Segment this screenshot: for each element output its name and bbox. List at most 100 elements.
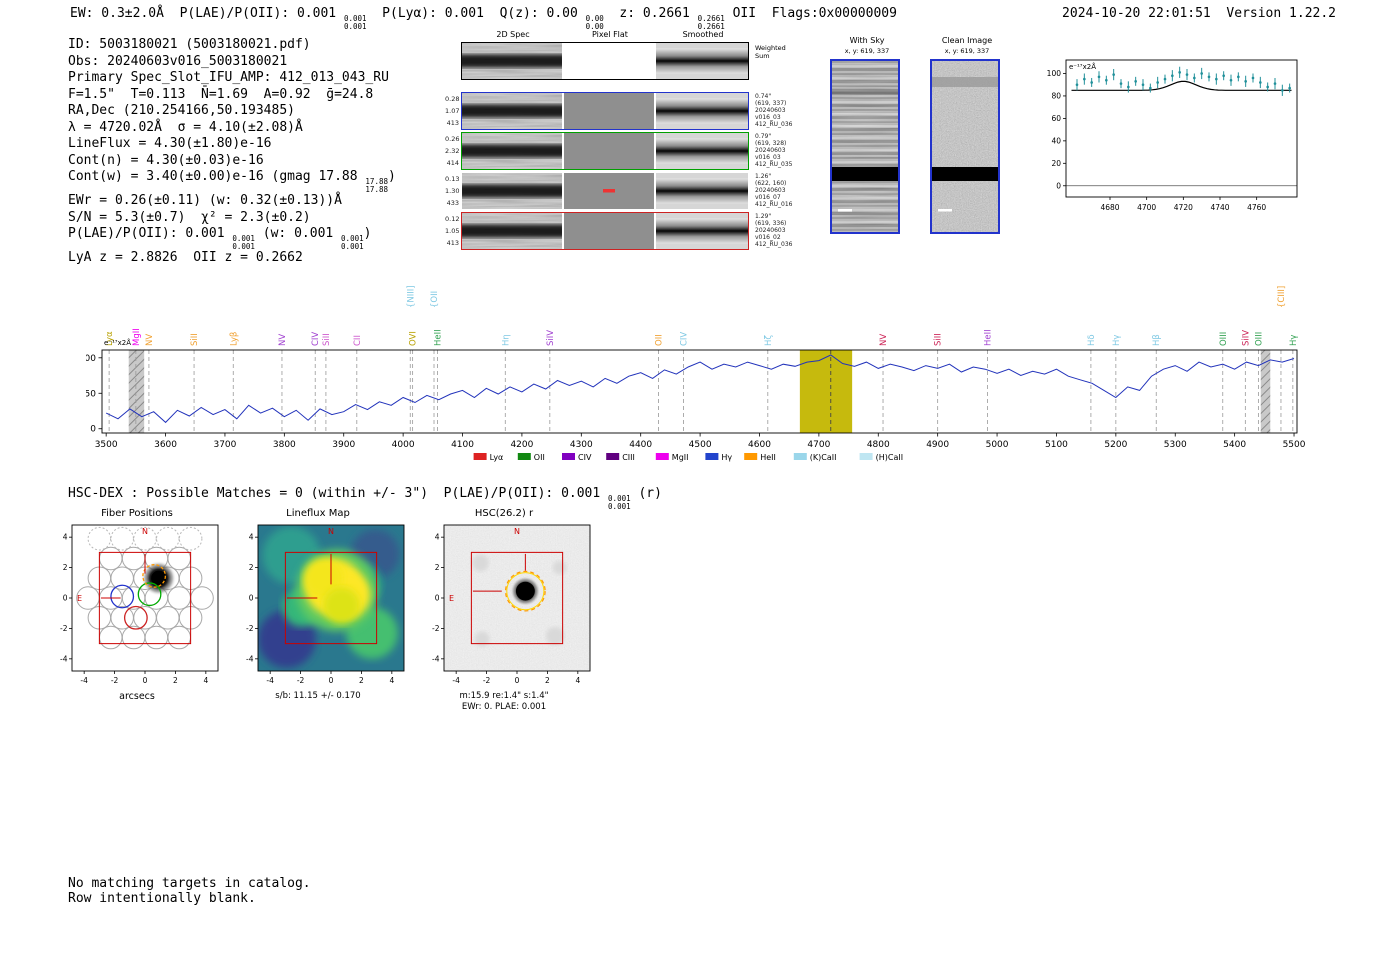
fiber-circle bbox=[99, 625, 123, 650]
x-tick-label: 3700 bbox=[213, 440, 236, 450]
legend-item: MgII bbox=[655, 453, 689, 462]
legend-item: Hγ bbox=[705, 453, 732, 462]
fiber-circle bbox=[110, 566, 134, 590]
flux-unit-label: e⁻¹⁷x2Å bbox=[1069, 62, 1096, 71]
cutout-strip-spec bbox=[462, 213, 562, 249]
fiber-row-annotation: 0.74" (619, 337) 20240603 v016_03 412_RU_036 bbox=[755, 93, 793, 128]
highlight-fiber bbox=[123, 605, 148, 630]
data-point bbox=[1259, 81, 1262, 84]
x-tick-label: 4 bbox=[575, 676, 580, 685]
fiber-positions-plot: N E -4 -4 -2 -2 0 0 2 2 4 4 bbox=[60, 524, 219, 685]
x-tick-label: 5500 bbox=[1283, 440, 1306, 450]
cutout-strip-flat bbox=[564, 213, 654, 249]
line-marker-label: Lyα bbox=[105, 331, 115, 346]
faint-source bbox=[552, 560, 567, 575]
y-tick-label: 0 bbox=[63, 594, 68, 603]
cutout-strip-smooth bbox=[656, 133, 748, 169]
y-tick-label: -4 bbox=[246, 654, 254, 663]
north-label: N bbox=[514, 527, 520, 536]
x-tick-label: 4740 bbox=[1210, 203, 1229, 212]
data-point bbox=[1156, 81, 1159, 84]
info-line: EWr = 0.26(±0.11) (w: 0.32(±0.13))Å bbox=[68, 193, 342, 208]
lineflux-map-title: Lineflux Map bbox=[286, 508, 350, 519]
cutout-strip-smooth bbox=[656, 43, 748, 79]
x-tick-label: 2 bbox=[173, 676, 178, 685]
x-tick-label: 0 bbox=[329, 676, 334, 685]
data-point bbox=[1134, 80, 1137, 83]
x-tick-label: 3900 bbox=[332, 440, 355, 450]
line-marker-label: Hδ bbox=[1087, 334, 1097, 346]
masked-band bbox=[128, 350, 145, 433]
cutout-strip-flat bbox=[564, 133, 654, 169]
target-box bbox=[470, 551, 564, 645]
x-tick-label: 5300 bbox=[1164, 440, 1187, 450]
fiber-circle bbox=[121, 625, 146, 650]
hsc-cutout-panel: HSC(26.2) r N E -4 -4 -2 -2 0 0 2 2 4 4 m:15.9 re:1… bbox=[414, 508, 594, 713]
masked-band bbox=[1260, 350, 1271, 433]
info-line: S/N = 5.3(±0.7) χ² = 2.3(±0.2) bbox=[68, 209, 311, 225]
x-tick-label: 4200 bbox=[510, 440, 533, 450]
info-line: λ = 4720.02Å σ = 4.10(±2.08)Å bbox=[68, 119, 303, 135]
legend-swatch bbox=[517, 453, 531, 460]
legend-swatch bbox=[606, 453, 620, 460]
data-point bbox=[1288, 86, 1291, 90]
data-point bbox=[1171, 74, 1174, 78]
flux-blob bbox=[303, 558, 344, 598]
line-marker-label: SiII bbox=[934, 333, 944, 346]
clean-image-title: Clean Image bbox=[941, 36, 993, 45]
legend-swatch bbox=[793, 453, 807, 460]
line-marker-label: OIII bbox=[1219, 332, 1229, 346]
data-point bbox=[1200, 72, 1203, 75]
line-marker-label: NV bbox=[879, 334, 889, 346]
data-point bbox=[1266, 85, 1269, 89]
header-datetime: 2024-10-20 22:01:51 Version 1.22.2 bbox=[1062, 6, 1336, 21]
y-tick-label: 60 bbox=[1051, 114, 1061, 123]
x-tick-label: 4800 bbox=[867, 440, 890, 450]
footer-blank-row: Row intentionally blank. bbox=[68, 891, 256, 906]
x-tick-label: -4 bbox=[80, 676, 88, 685]
fiber-circle bbox=[167, 625, 191, 650]
data-point bbox=[1185, 73, 1189, 76]
data-point bbox=[1119, 82, 1123, 85]
cutout-strip-smooth bbox=[656, 213, 748, 249]
lineflux-map-panel: Lineflux Map N -4 -4 -2 -2 0 0 2 2 4 4 s/b: 11.15 … bbox=[228, 508, 408, 702]
legend-item: HeII bbox=[744, 453, 776, 462]
line-marker-label: OVI bbox=[409, 331, 419, 346]
clean-image-coords: x, y: 619, 337 bbox=[944, 47, 990, 55]
with-sky-title: With Sky bbox=[849, 36, 885, 45]
report-datetime: 2024-10-20 22:01:51 bbox=[1062, 6, 1211, 21]
data-point bbox=[1127, 85, 1130, 89]
header-stats: EW: 0.3±2.0Å P(LAE)/P(OII): 0.001 0.001 0… bbox=[70, 6, 897, 31]
fiber-circle bbox=[121, 546, 146, 571]
line-marker-label: MgII bbox=[132, 328, 142, 346]
y-tick-label: 2 bbox=[63, 563, 68, 572]
cutout-strip-smooth bbox=[656, 93, 748, 129]
fiber-circle bbox=[144, 625, 169, 650]
y-tick-label: 4 bbox=[63, 533, 68, 542]
y-tick-label: 0 bbox=[249, 594, 254, 603]
fiber-row-annotation: 1.29" (619, 336) 20240603 v016_02 412_RU_036 bbox=[755, 213, 793, 248]
line-marker-label: Hη bbox=[501, 334, 511, 346]
x-tick-label: 4500 bbox=[689, 440, 712, 450]
cutout-strip-blank bbox=[564, 43, 654, 79]
with-sky-cutout bbox=[832, 61, 898, 232]
x-tick-label: 3800 bbox=[273, 440, 296, 450]
fiber-circle bbox=[190, 586, 214, 610]
lineflux-map-plot: N -4 -4 -2 -2 0 0 2 2 4 4 bbox=[246, 524, 405, 685]
data-point bbox=[1083, 77, 1086, 81]
line-marker-label: CII bbox=[353, 335, 363, 346]
faint-source bbox=[474, 631, 490, 647]
info-line: F=1.5" T=0.113 N̄=1.69 A=0.92 ḡ=24.8 bbox=[68, 86, 374, 102]
y-tick-label: 4 bbox=[249, 533, 254, 542]
data-point bbox=[1075, 83, 1079, 87]
cutout-strip-smooth bbox=[656, 173, 748, 209]
legend-item: (H)CaII bbox=[859, 453, 903, 462]
with-sky-panel: With Sky x, y: 619, 337 bbox=[830, 36, 904, 234]
legend-label: CIII bbox=[622, 453, 635, 462]
line-marker-label: Hζ bbox=[764, 335, 774, 346]
data-point bbox=[1141, 83, 1145, 87]
clean-image-panel: Clean Image x, y: 619, 337 bbox=[930, 36, 1004, 234]
fiber-row-weights: 0.13 1.30 433 bbox=[445, 175, 460, 207]
x-tick-label: 4000 bbox=[392, 440, 415, 450]
